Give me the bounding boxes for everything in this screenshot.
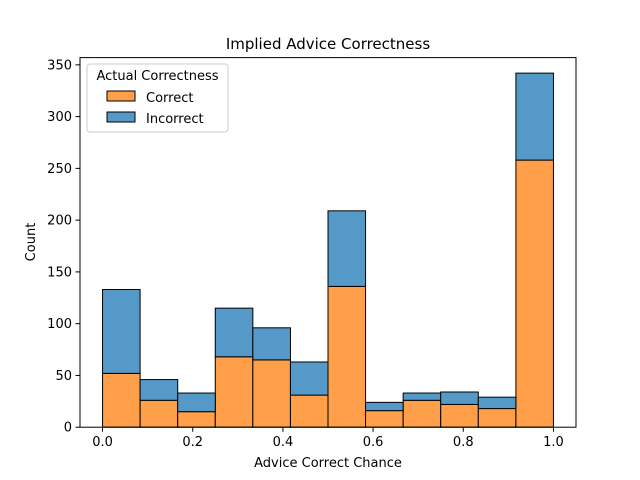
- bar-incorrect-bin-2: [177, 392, 216, 413]
- legend-swatch-correct: [106, 90, 136, 102]
- bar-incorrect-bin-3: [214, 307, 254, 358]
- y-axis-label: Count: [24, 223, 39, 262]
- bar-incorrect-bin-6: [327, 210, 367, 287]
- legend-title: Actual Correctness: [96, 69, 218, 84]
- y-tick-label: 300: [47, 110, 72, 125]
- y-tick-label: 250: [47, 162, 72, 177]
- y-tick-label: 50: [55, 369, 72, 384]
- bar-correct-bin-10: [477, 408, 517, 428]
- bar-incorrect-bin-8: [402, 392, 442, 401]
- x-tick-label: 0.6: [363, 435, 384, 450]
- legend: Actual Correctness Correct Incorrect: [86, 63, 229, 133]
- legend-label-incorrect: Incorrect: [146, 112, 204, 127]
- bar-correct-bin-3: [214, 356, 254, 428]
- bar-incorrect-bin-10: [477, 396, 517, 410]
- legend-label-correct: Correct: [146, 91, 193, 106]
- y-tick-label: 200: [47, 214, 72, 229]
- bar-correct-bin-4: [252, 359, 291, 428]
- bar-correct-bin-1: [139, 399, 179, 428]
- x-tick-label: 0.8: [453, 435, 474, 450]
- bar-correct-bin-2: [177, 411, 216, 428]
- bar-correct-bin-11: [515, 159, 554, 428]
- bar-correct-bin-7: [365, 410, 404, 428]
- bar-correct-bin-8: [402, 399, 442, 428]
- chart-title: Implied Advice Correctness: [226, 35, 431, 53]
- bar-incorrect-bin-11: [515, 72, 554, 161]
- y-tick-label: 150: [47, 265, 72, 280]
- y-tick-label: 350: [47, 58, 72, 73]
- bar-incorrect-bin-1: [139, 379, 179, 401]
- x-axis: 0.0 0.2 0.4 0.6 0.8 1.0: [92, 427, 564, 450]
- y-tick-label: 0: [64, 421, 72, 436]
- x-tick-label: 1.0: [543, 435, 564, 450]
- legend-swatch-incorrect: [106, 111, 136, 123]
- bar-incorrect-bin-0: [102, 289, 141, 374]
- x-tick-label: 0.4: [273, 435, 294, 450]
- x-tick-label: 0.2: [182, 435, 203, 450]
- x-axis-label: Advice Correct Chance: [254, 456, 402, 471]
- axes-frame: [79, 57, 577, 428]
- bars-layer: [102, 72, 554, 428]
- bar-correct-bin-6: [327, 285, 367, 428]
- bar-correct-bin-9: [440, 403, 479, 428]
- bar-incorrect-bin-5: [289, 361, 329, 396]
- bar-incorrect-bin-4: [252, 327, 291, 361]
- bar-correct-bin-5: [289, 394, 329, 428]
- bar-incorrect-bin-9: [440, 391, 479, 405]
- bar-correct-bin-0: [102, 372, 141, 428]
- bar-incorrect-bin-7: [365, 401, 404, 412]
- x-tick-label: 0.0: [92, 435, 113, 450]
- y-tick-label: 100: [47, 317, 72, 332]
- y-axis: 0 50 100 150 200 250 300 350: [47, 58, 80, 436]
